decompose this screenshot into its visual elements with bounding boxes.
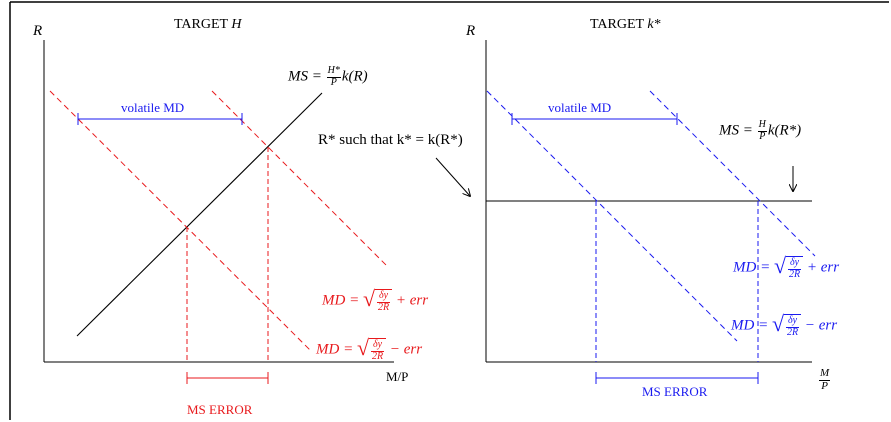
right-md-low-equation: MD = √ δy 2R − err bbox=[731, 311, 838, 338]
left-volatile-label: volatile MD bbox=[121, 100, 185, 115]
left-title-var: H bbox=[231, 17, 242, 32]
right-ms-equation: MS = H P k(R*) bbox=[719, 119, 802, 142]
left-md-low-equation: MD = √ δy 2R − err bbox=[316, 335, 423, 362]
left-panel-title: TARGET H bbox=[174, 18, 241, 32]
right-title-prefix: TARGET bbox=[590, 17, 644, 32]
left-ms-error-bracket bbox=[186, 372, 269, 384]
left-md-low-curve bbox=[49, 90, 311, 351]
right-ms-error-bracket bbox=[595, 372, 759, 384]
left-volatile-bracket bbox=[77, 113, 243, 125]
left-ms-equation: MS = H* P k(R) bbox=[288, 65, 368, 88]
right-md-high-equation: MD = √ δy 2R + err bbox=[733, 253, 840, 280]
right-y-axis-label: R bbox=[466, 23, 476, 39]
right-ms-error-label: MS ERROR bbox=[642, 384, 708, 399]
right-md-high-curve bbox=[649, 90, 816, 257]
annotation-arrow bbox=[435, 157, 470, 196]
left-title-prefix: TARGET bbox=[174, 17, 228, 32]
right-ms-tail: k(R*) bbox=[767, 122, 802, 139]
right-md-low-curve bbox=[486, 90, 738, 342]
left-ms-label: MS = bbox=[288, 68, 322, 85]
left-md-high-curve bbox=[211, 90, 387, 266]
right-volatile-bracket bbox=[511, 113, 678, 125]
left-y-axis-label: R bbox=[33, 23, 43, 39]
left-md-high-equation: MD = √ δy 2R + err bbox=[322, 286, 429, 313]
right-panel-title: TARGET k* bbox=[590, 18, 661, 32]
left-panel bbox=[43, 40, 394, 384]
right-volatile-label: volatile MD bbox=[548, 100, 612, 115]
right-ms-frac: H P bbox=[757, 119, 767, 142]
left-ms-error-label: MS ERROR bbox=[187, 402, 253, 417]
left-ms-tail: k(R) bbox=[341, 68, 368, 85]
right-ms-label: MS = bbox=[719, 122, 753, 139]
left-ms-frac: H* P bbox=[326, 65, 341, 88]
rstar-annotation: R* such that k* = k(R*) bbox=[318, 132, 463, 148]
right-panel bbox=[435, 40, 816, 384]
left-ms-curve bbox=[76, 92, 323, 337]
right-title-var: k* bbox=[647, 17, 661, 32]
left-x-axis-label: M/P bbox=[386, 369, 409, 384]
